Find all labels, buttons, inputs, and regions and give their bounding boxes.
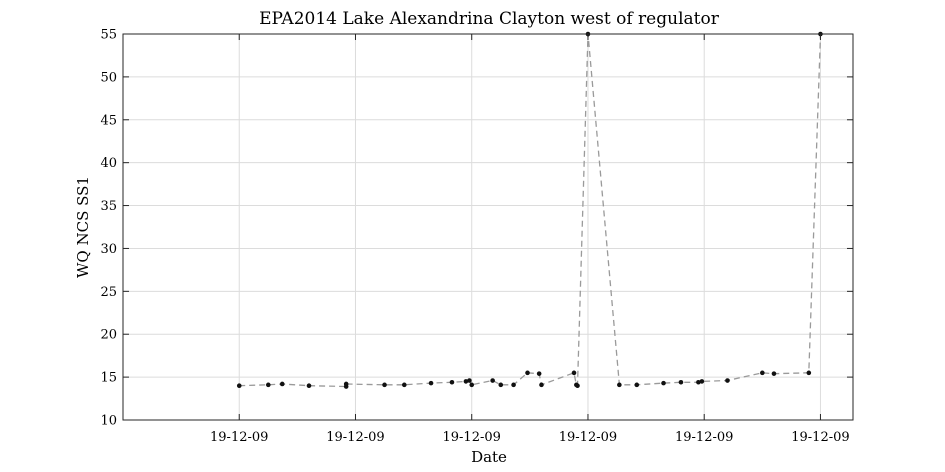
- y-tick-label: 40: [100, 156, 117, 171]
- data-point: [539, 382, 544, 388]
- y-tick-labels: 10 15 20 25 30 35 40 45 50 55: [100, 28, 117, 429]
- x-tick-label: 19-12-09: [559, 430, 617, 445]
- x-axis-label: Date: [471, 448, 507, 466]
- plot-frame: [122, 33, 854, 421]
- data-point: [498, 382, 504, 388]
- grid-lines: [123, 33, 853, 421]
- x-tick-label: 19-12-09: [443, 430, 501, 445]
- data-point: [760, 370, 765, 376]
- data-point: [771, 371, 777, 376]
- data-point: [525, 370, 530, 376]
- data-point: [536, 371, 542, 376]
- x-tick-label: 19-12-09: [675, 430, 733, 445]
- data-point: [617, 382, 622, 388]
- x-tick-labels: 19-12-09 19-12-09 19-12-09 19-12-09 19-12-09…: [210, 430, 850, 445]
- data-point: [469, 382, 475, 388]
- data-point: [696, 379, 701, 385]
- data-point: [467, 378, 472, 383]
- y-tick-label: 50: [100, 70, 117, 85]
- x-tick-label: 19-12-09: [326, 430, 384, 445]
- data-point: [306, 383, 312, 388]
- data-point: [428, 380, 434, 386]
- data-point: [725, 378, 730, 383]
- data-point: [402, 382, 407, 388]
- data-point: [661, 380, 666, 386]
- axis-ticks: [123, 33, 853, 421]
- chart-title: EPA2014 Lake Alexandrina Clayton west of…: [259, 9, 720, 29]
- data-point: [463, 379, 469, 384]
- data-point: [449, 379, 455, 385]
- y-tick-label: 10: [100, 414, 117, 429]
- y-tick-label: 45: [100, 113, 117, 128]
- y-tick-label: 25: [100, 285, 117, 300]
- data-point: [382, 382, 387, 388]
- data-point: [678, 379, 684, 385]
- y-tick-label: 20: [100, 328, 117, 343]
- data-point: [266, 382, 271, 388]
- y-tick-label: 15: [100, 371, 117, 386]
- data-point: [575, 383, 580, 388]
- x-tick-label: 19-12-09: [210, 430, 268, 445]
- y-tick-label: 55: [100, 28, 117, 43]
- data-point: [571, 370, 577, 376]
- data-point: [699, 379, 705, 384]
- data-point: [511, 382, 516, 388]
- data-points-layer: [236, 31, 823, 389]
- y-axis-label: WQ NCS SS1: [74, 176, 92, 278]
- data-point: [490, 378, 495, 383]
- y-tick-label: 30: [100, 242, 117, 257]
- data-point: [806, 370, 812, 376]
- data-point: [343, 381, 349, 387]
- data-point: [236, 383, 242, 388]
- data-point: [279, 381, 285, 387]
- data-point: [634, 382, 640, 388]
- x-tick-label: 19-12-09: [791, 430, 849, 445]
- y-tick-label: 35: [100, 199, 117, 214]
